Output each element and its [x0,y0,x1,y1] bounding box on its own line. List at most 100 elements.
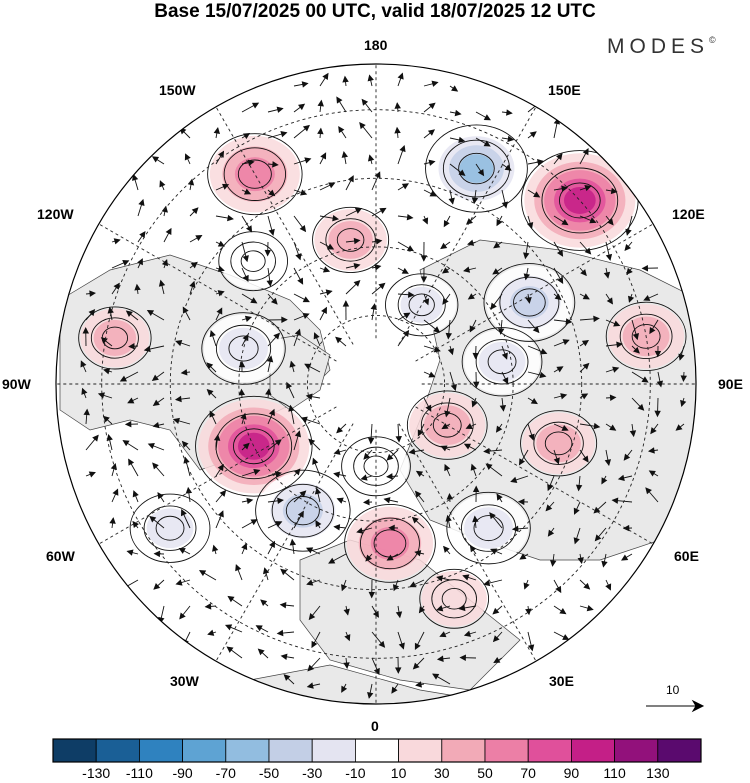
wind-arrow-head [470,463,477,471]
wind-arrow-head [241,542,248,551]
wind-arrow-head [472,381,480,389]
anomaly-blob [93,319,137,357]
wind-arrow-head [527,644,535,652]
wind-arrow-head [493,656,501,663]
colorbar-tick-label: 130 [646,765,670,781]
colorbar-swatch [354,738,399,763]
contour-line [215,413,293,480]
wind-arrow-head [288,404,295,412]
anomaly-blob [536,424,581,463]
wind-arrow-head [554,293,562,301]
contour-line [195,395,313,497]
contour-line [605,301,687,372]
wind-arrow-head [394,126,401,134]
wind-arrow-head [418,606,426,614]
wind-arrow-head [338,125,345,134]
wind-arrow-head [343,608,350,616]
wind-arrow-head [425,404,432,412]
wind-arrow-head [511,525,519,533]
wind-arrow-head [427,129,435,136]
contour-line [446,491,531,565]
wind-arrow-head [581,339,590,347]
wind-arrow-head [451,85,459,92]
wind-arrow-head [463,443,472,450]
wind-arrow-head [113,282,120,290]
contour-line [499,276,560,329]
wind-arrow-head [518,458,526,466]
wind-arrow-head [533,191,541,198]
wind-arrow-head [621,554,629,561]
wind-arrow-head [612,366,620,373]
wind-arrow-head [313,332,320,340]
wind-arrow-head [472,515,479,523]
colorbar-tick-label: 70 [520,765,536,781]
polar-map [55,63,705,713]
wind-arrow-head [107,306,114,314]
wind-arrow-head [581,393,589,400]
colorbar-swatch [52,738,97,763]
contour-line [533,421,584,465]
wind-arrow-head [654,410,661,418]
wind-arrow-head [458,604,466,612]
wind-arrow-head [626,267,633,275]
wind-arrow-head [251,102,260,109]
contour-line [513,288,546,317]
contour-line [406,390,488,460]
wind-arrow-head [492,268,500,275]
wind-arrow-head [395,611,403,619]
wind-arrow-head [562,634,570,640]
contour-line [228,335,259,362]
contour-line [129,493,211,563]
wind-arrow-head [463,630,472,637]
wind-arrow-head [528,433,535,441]
wind-arrow-head [273,332,281,340]
wind-arrow-head [242,255,249,263]
colorbar-tick-label: -30 [302,765,323,781]
wind-arrow-head [423,298,430,306]
colorbar-swatch [657,738,702,763]
wind-arrow-head [675,424,683,431]
meridian-line [215,423,354,662]
wind-arrow-head [217,290,225,297]
wind-arrow-head [556,366,564,373]
wind-arrow-head [442,297,449,305]
wind-arrow-head [406,245,415,252]
wind-arrow-head [304,157,312,164]
wind-arrow-head [459,654,466,661]
wind-arrow-head [226,646,234,653]
wind-arrow-head [441,267,450,274]
wind-arrow-head [175,579,183,586]
wind-arrow-head [353,237,361,245]
wind-arrow-head [301,81,309,88]
wind-arrow-head [266,279,273,287]
wind-arrow-head [293,468,301,476]
wind-arrow-head [97,392,105,399]
wind-arrow-head [607,218,614,226]
wind-arrow-head [454,109,462,117]
wind-arrow-head [134,283,141,291]
wind-arrow-head [489,512,496,520]
wind-arrow-head [414,550,422,557]
wind-arrow-head [606,297,614,305]
contour-line [419,568,490,629]
wind-arrow-head [158,279,166,287]
wind-arrow-head [406,213,414,221]
wind-arrow-head [545,504,553,512]
wind-arrow-head [492,635,500,643]
wind-arrow-head [179,612,186,620]
wind-arrow-head [159,180,166,188]
wind-arrow-head [616,341,623,348]
lon-label-180: 180 [364,37,388,53]
wind-arrow-head [401,183,410,190]
wind-arrow-head [417,429,424,437]
wind-arrow-head [317,99,324,107]
wind-arrow-head [609,394,617,401]
wind-arrow-head [128,458,135,466]
wind-arrow-head [175,339,183,347]
wind-arrow-head [609,424,617,431]
contour-line [483,263,576,342]
wind-arrow-head [299,224,307,233]
wind-arrow-head [386,473,393,480]
wind-arrow-head [501,352,508,360]
wind-arrow-head [326,243,335,250]
